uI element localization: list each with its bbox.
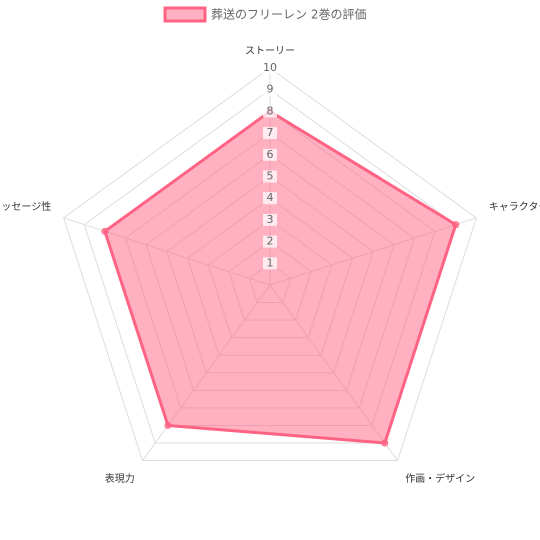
tick-label: 2 (267, 235, 274, 248)
category-label: 作画・デザイン (405, 472, 475, 485)
tick-backdrop (263, 83, 277, 96)
legend-swatch (163, 6, 207, 23)
tick-backdrop (263, 170, 277, 183)
tick-backdrop (263, 148, 277, 161)
tick-label: 1 (267, 256, 274, 269)
grid-line (83, 89, 457, 444)
tick-backdrop (263, 213, 277, 226)
tick-backdrop (263, 257, 277, 270)
tick-label: 4 (267, 191, 274, 204)
data-area (103, 109, 458, 445)
data-point (101, 227, 109, 235)
tick-label: 9 (267, 83, 274, 96)
tick-label: 8 (267, 104, 274, 117)
category-label: メッセージ性 (0, 200, 51, 213)
tick-backdrop (263, 105, 277, 118)
grid-line (63, 67, 477, 462)
tick-backdrop (263, 192, 277, 205)
tick-label: 10 (263, 61, 277, 74)
category-label: 表現力 (105, 472, 135, 485)
tick-label: 5 (267, 170, 274, 183)
data-point (381, 439, 389, 447)
tick-backdrop (263, 62, 277, 74)
tick-label: 7 (267, 126, 274, 139)
tick-label: 3 (267, 213, 274, 226)
category-label: キャラクター (489, 201, 540, 213)
legend-label: 葬送のフリーレン 2巻の評価 (211, 7, 366, 22)
tick-label: 6 (267, 148, 274, 161)
data-point (452, 221, 460, 229)
data-point (164, 421, 172, 429)
tick-backdrop (263, 235, 277, 248)
tick-backdrop (263, 127, 277, 140)
category-label: ストーリー (245, 46, 295, 57)
